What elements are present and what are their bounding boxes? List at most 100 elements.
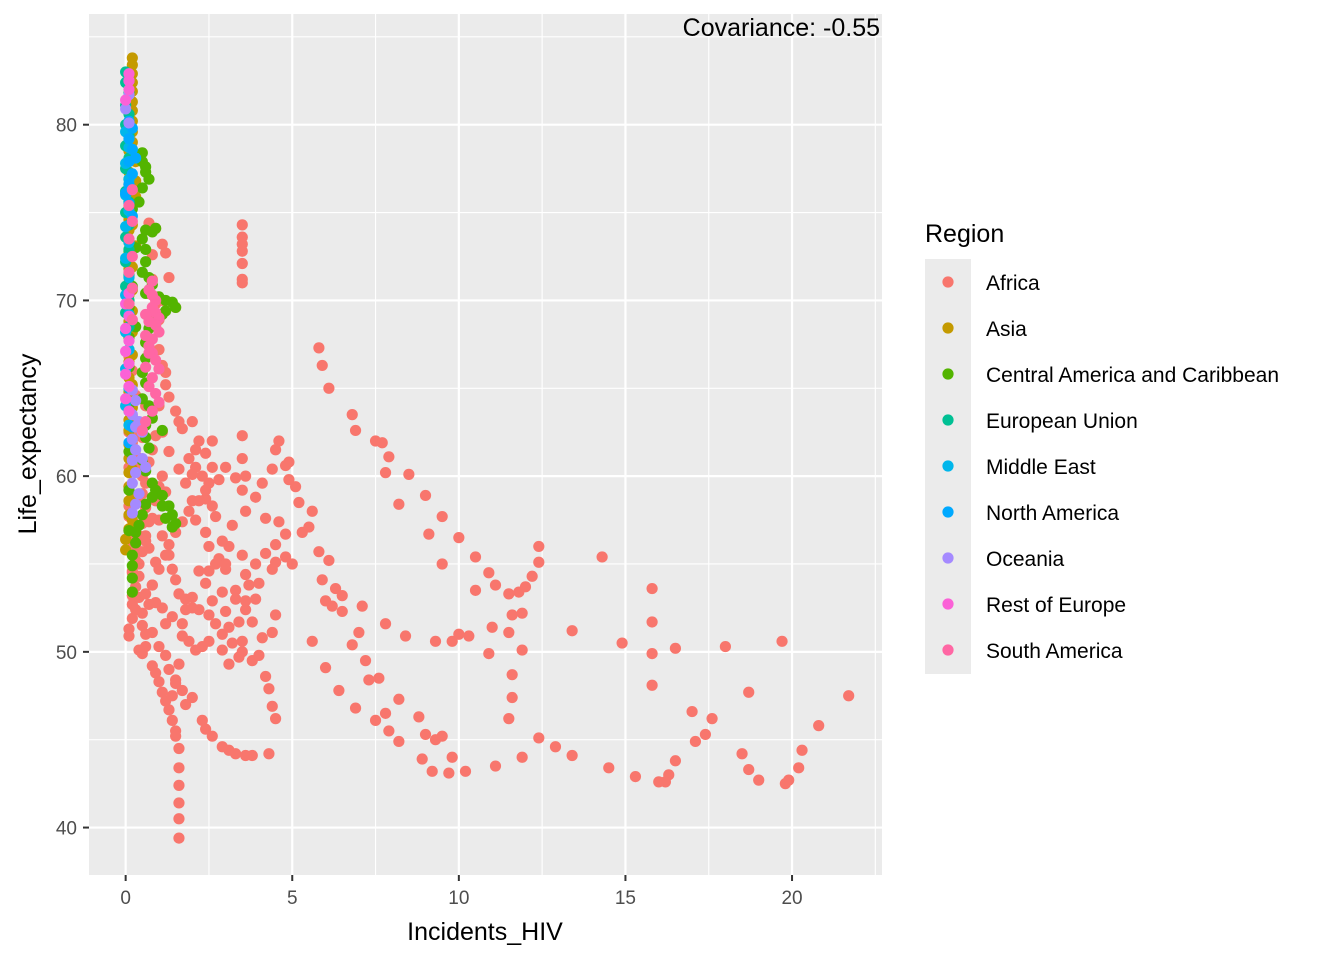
legend-key [942, 644, 954, 656]
data-point [246, 616, 258, 628]
data-point [126, 507, 138, 519]
legend-label: North America [986, 502, 1119, 525]
data-point [236, 646, 248, 658]
data-point [429, 635, 442, 647]
data-point [279, 528, 292, 540]
data-point [526, 570, 538, 582]
legend-key [942, 598, 954, 610]
data-point [126, 250, 138, 263]
data-point [136, 546, 148, 558]
data-point [160, 618, 172, 630]
data-point [156, 530, 168, 542]
data-point [443, 767, 455, 779]
data-point [259, 547, 272, 560]
data-point [170, 674, 182, 686]
data-point [346, 409, 358, 421]
data-point [519, 581, 532, 593]
data-point [263, 683, 275, 695]
data-point [669, 755, 682, 767]
data-point [220, 605, 232, 618]
data-point [253, 577, 265, 589]
data-point [240, 749, 252, 762]
data-point [486, 621, 498, 633]
data-point [779, 778, 791, 790]
data-point [136, 509, 148, 521]
data-point [503, 713, 515, 725]
data-point [146, 372, 158, 384]
data-point [126, 572, 138, 584]
legend-key [942, 414, 954, 426]
data-point [483, 567, 495, 579]
data-point [130, 444, 142, 456]
legend-label: Rest of Europe [986, 594, 1126, 617]
data-point [516, 607, 528, 619]
x-tick-label: 10 [448, 888, 469, 909]
data-point [393, 735, 405, 748]
data-point [126, 143, 138, 155]
data-point [166, 690, 178, 702]
data-point [283, 474, 295, 486]
data-point [193, 495, 205, 507]
data-point [126, 215, 138, 227]
data-point [153, 563, 165, 575]
data-point [596, 551, 608, 563]
data-point [616, 637, 628, 649]
data-point [156, 686, 168, 698]
data-point [506, 691, 518, 704]
data-point [190, 444, 202, 456]
data-point [120, 393, 132, 405]
data-point [453, 532, 465, 544]
data-point [176, 684, 188, 697]
data-point [216, 741, 228, 753]
legend-key [942, 322, 954, 334]
series-south-america [123, 184, 165, 437]
data-point [256, 477, 268, 489]
data-point [403, 468, 415, 480]
data-point [156, 470, 168, 482]
data-point [150, 667, 162, 679]
data-point [166, 563, 178, 575]
data-point [253, 649, 265, 661]
data-point [506, 669, 518, 681]
data-point [170, 574, 182, 586]
data-point [753, 774, 765, 786]
series-rest-of-europe [120, 68, 135, 417]
data-point [130, 467, 142, 479]
data-point [293, 496, 305, 509]
data-point [146, 579, 158, 591]
data-point [160, 247, 172, 259]
data-point [150, 354, 162, 366]
data-point [240, 568, 252, 581]
data-point [379, 467, 392, 479]
data-point [236, 245, 248, 257]
data-point [123, 199, 135, 212]
data-point [126, 282, 138, 294]
legend-label: Asia [986, 318, 1027, 341]
data-point [216, 586, 228, 598]
data-point [186, 691, 198, 704]
data-point [329, 582, 342, 595]
data-point [216, 644, 228, 656]
legend-label: Middle East [986, 456, 1096, 479]
data-point [436, 510, 448, 523]
data-point [266, 700, 278, 712]
data-point [126, 454, 138, 466]
data-point [230, 584, 242, 596]
data-point [413, 711, 425, 723]
data-point [743, 763, 755, 776]
data-point [796, 744, 808, 756]
data-point [226, 637, 238, 649]
data-point [316, 359, 328, 372]
data-point [186, 602, 198, 614]
data-point [313, 342, 325, 354]
data-point [156, 238, 168, 250]
data-point [736, 748, 748, 760]
data-point [173, 463, 185, 475]
x-axis-title: Incidents_HIV [407, 918, 563, 946]
data-point [533, 732, 545, 744]
data-point [160, 649, 172, 661]
data-point [126, 433, 138, 445]
data-point [249, 593, 262, 605]
data-point [170, 405, 182, 417]
